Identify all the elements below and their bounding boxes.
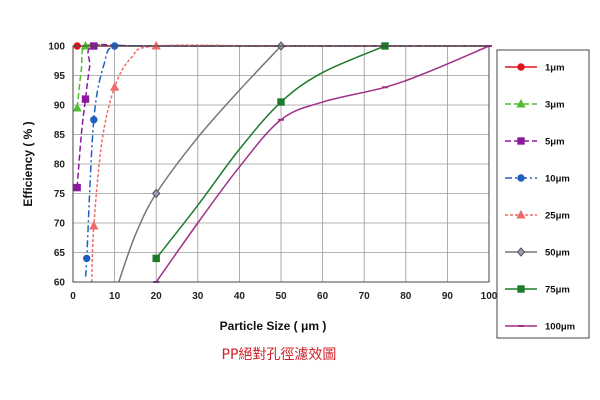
chart-caption: PP絕對孔徑濾效圖	[222, 347, 337, 363]
series-line	[118, 45, 282, 282]
legend-marker	[517, 174, 525, 182]
y-tick-label: 95	[54, 71, 66, 82]
legend: 1μm 3μm 5μm 10μm 25μm 50μm 75μm 100μm	[496, 49, 590, 339]
data-point	[81, 95, 90, 103]
data-point	[83, 254, 91, 263]
x-tick-label: 100	[481, 291, 498, 302]
x-axis-ticks: 0 10 20 30 40 50 60 70 80 90 100	[70, 291, 498, 302]
legend-marker	[516, 209, 526, 219]
x-tick-label: 40	[234, 291, 246, 302]
series-line	[155, 45, 490, 282]
x-tick-label: 20	[151, 291, 163, 302]
x-tick-label: 60	[317, 291, 329, 302]
series-line	[76, 43, 489, 188]
series-5μm	[76, 43, 489, 188]
legend-label: 5μm	[545, 137, 565, 148]
series-25μm	[90, 44, 489, 282]
series-line	[84, 43, 489, 277]
series-50μm	[118, 45, 282, 282]
series-75μm	[155, 45, 386, 259]
y-tick-label: 70	[54, 219, 66, 230]
legend-label: 50μm	[545, 248, 570, 259]
legend-box	[496, 49, 590, 339]
legend-label: 3μm	[545, 100, 565, 111]
data-point	[109, 82, 120, 91]
y-tick-label: 75	[54, 189, 66, 200]
series-100μm	[155, 45, 490, 282]
series-line	[155, 45, 386, 259]
y-tick-label: 100	[48, 42, 65, 53]
plot-frame	[72, 45, 490, 283]
legend-marker	[517, 63, 525, 71]
data-point	[73, 183, 81, 192]
legend-label: 25μm	[545, 211, 570, 222]
legend-label: 75μm	[545, 285, 570, 296]
data-point	[89, 220, 99, 230]
legend-label: 10μm	[545, 174, 570, 185]
x-axis-label: Particle Size ( μm )	[220, 319, 327, 333]
data-point	[72, 102, 82, 112]
x-tick-label: 90	[442, 291, 454, 302]
x-tick-label: 10	[109, 291, 121, 302]
y-axis-ticks: 60 65 70 75 80 85 90 95 100	[48, 42, 65, 289]
legend-marker	[516, 98, 526, 108]
legend-marker	[517, 137, 525, 145]
y-axis-label: Efficiency ( % )	[21, 121, 35, 206]
x-tick-label: 70	[359, 291, 371, 302]
y-tick-label: 80	[54, 160, 66, 171]
series-line	[90, 44, 489, 282]
y-tick-label: 65	[54, 248, 66, 259]
data-point	[151, 188, 161, 199]
x-tick-label: 80	[400, 291, 412, 302]
data-point	[90, 116, 98, 124]
grid	[72, 45, 490, 283]
data-point	[152, 254, 160, 263]
x-tick-label: 0	[70, 291, 76, 302]
x-tick-label: 50	[275, 291, 287, 302]
legend-label: 100μm	[545, 322, 575, 333]
series-10μm	[84, 43, 489, 277]
series-group	[72, 40, 492, 283]
y-tick-label: 85	[54, 130, 66, 141]
x-tick-label: 30	[192, 291, 204, 302]
legend-marker	[517, 285, 525, 293]
data-point	[277, 98, 285, 106]
legend-label: 1μm	[545, 63, 565, 74]
legend-marker	[516, 247, 526, 257]
y-tick-label: 90	[54, 101, 66, 112]
y-tick-label: 60	[54, 278, 66, 289]
